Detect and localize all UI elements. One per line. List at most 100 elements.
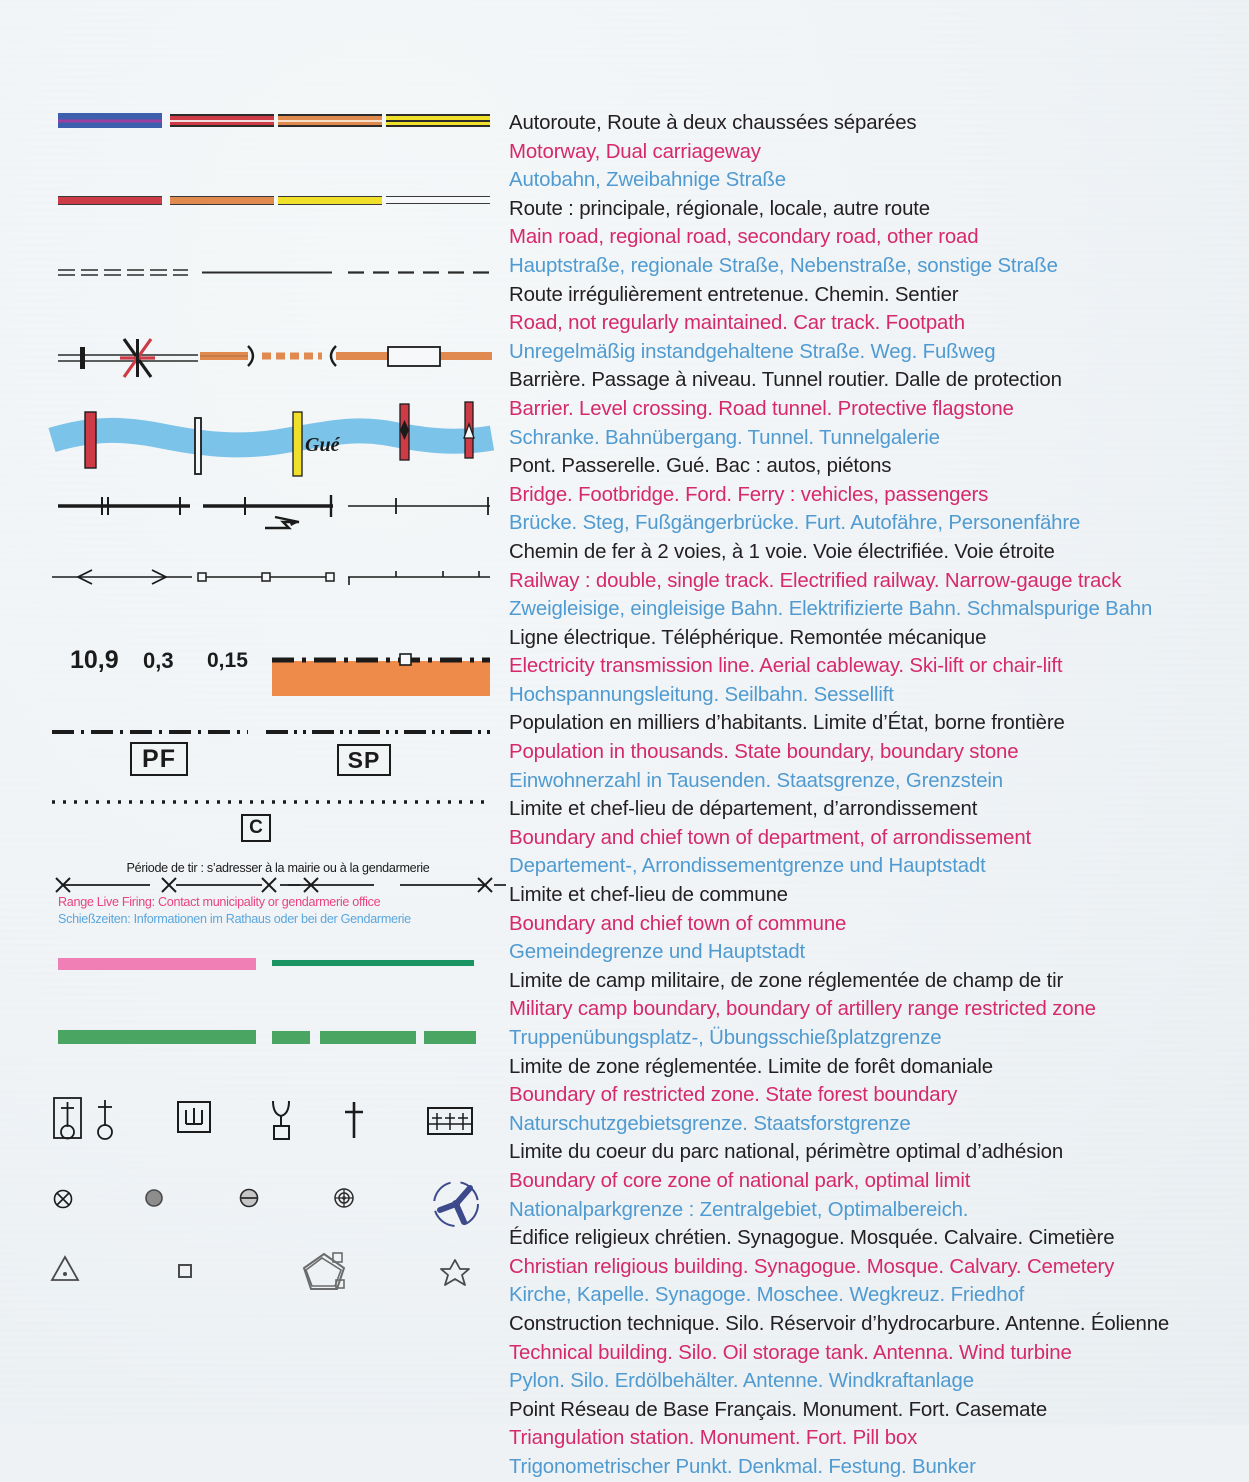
legend-text-department-boundary-fr: Limite et chef-lieu de département, d’ar… xyxy=(509,798,978,821)
legend-text-barrier-tunnel-fr: Barrière. Passage à niveau. Tunnel routi… xyxy=(509,369,1062,392)
legend-text-restricted-forest-boundary-de: Naturschutzgebietsgrenze. Staatsforstgre… xyxy=(509,1112,911,1135)
legend-text-department-boundary-en: Boundary and chief town of department, o… xyxy=(509,826,1032,849)
legend-text-railway-fr: Chemin de fer à 2 voies, à 1 voie. Voie … xyxy=(509,540,1055,563)
legend-text-motorway-en: Motorway, Dual carriageway xyxy=(509,140,761,163)
state-boundary-symbol xyxy=(272,653,490,696)
arrondissement-boundary-line xyxy=(266,730,490,734)
legend-text-commune-boundary-fr: Limite et chef-lieu de commune xyxy=(509,884,788,907)
legend-text-powerline-cableway-en: Electricity transmission line. Aerial ca… xyxy=(509,655,1063,678)
calvary-icon xyxy=(345,1102,363,1138)
narrow-gauge-railway-symbol xyxy=(348,497,490,515)
legend-text-railway-de: Zweigleisige, eingleisige Bahn. Elektrif… xyxy=(509,598,1153,621)
double-track-railway-symbol xyxy=(58,497,190,515)
legend-text-technical-buildings-de: Pylon. Silo. Erdölbehälter. Antenne. Win… xyxy=(509,1370,974,1393)
legend-text-military-boundary-fr: Limite de camp militaire, de zone réglem… xyxy=(509,969,1064,992)
legend-text-track-footpath-de: Unregelmäßig instandgehaltene Straße. We… xyxy=(509,340,996,363)
synagogue-icon xyxy=(177,1101,211,1133)
legend-text-military-boundary-de: Truppenübungsplatz-, Übungsschießplatzgr… xyxy=(509,1027,942,1049)
electricity-transmission-line-symbol xyxy=(52,569,192,585)
legend-text-population-state-boundary-fr: Population en milliers d’habitants. Limi… xyxy=(509,712,1065,735)
legend-text-religious-buildings-fr: Édifice religieux chrétien. Synagogue. M… xyxy=(509,1227,1115,1250)
chapel-icon xyxy=(97,1100,113,1140)
legend-text-track-footpath-fr: Route irrégulièrement entretenue. Chemin… xyxy=(509,283,959,306)
symbol-row-population-state-boundary: 10,9 0,3 0,15 xyxy=(0,640,505,698)
arrondissement-chief-town-box: SP xyxy=(337,744,391,776)
symbol-row-commune-boundary: C xyxy=(0,798,505,844)
regional-road-swatch xyxy=(170,196,274,205)
cemetery-icon xyxy=(427,1107,473,1135)
dual-carriageway-orange-swatch xyxy=(278,114,382,127)
legend-text-triangulation-monument-en: Triangulation station. Monument. Fort. P… xyxy=(509,1427,918,1450)
national-park-optimal-band-1 xyxy=(272,1031,310,1044)
commune-chief-town-box: C xyxy=(241,814,271,842)
legend-text-roads-en: Main road, regional road, secondary road… xyxy=(509,226,979,249)
legend-text-triangulation-monument-de: Trigonometrischer Punkt. Denkmal. Festun… xyxy=(509,1455,976,1478)
symbol-row-restricted-forest xyxy=(0,958,505,972)
legend-text-railway-en: Railway : double, single track. Electrif… xyxy=(509,569,1122,592)
wind-turbine-icon xyxy=(433,1181,479,1227)
legend-text-bridge-ferry-de: Brücke. Steg, Fußgängerbrücke. Furt. Aut… xyxy=(509,512,1081,535)
ski-lift-symbol xyxy=(348,571,490,585)
fort-icon xyxy=(302,1252,346,1290)
symbol-row-bridge-ferry: Gué xyxy=(0,390,505,480)
military-range-notice-de: Schießzeiten: Informationen im Rathaus o… xyxy=(58,912,411,926)
legend-text-department-boundary-de: Departement-, Arrondissementgrenze und H… xyxy=(509,855,986,878)
symbol-row-railway xyxy=(0,495,505,533)
symbol-row-barrier-tunnel xyxy=(0,335,505,378)
national-park-optimal-band-2 xyxy=(320,1031,416,1044)
car-track-symbol xyxy=(202,271,332,274)
ford-label: Gué xyxy=(305,434,340,456)
footpath-symbol xyxy=(348,271,490,274)
legend-text-powerline-cableway-de: Hochspannungsleitung. Seilbahn. Sesselli… xyxy=(509,683,894,706)
symbol-row-military-range: Période de tir : s’adresser à la mairie … xyxy=(55,861,506,926)
legend-text-national-park-boundary-en: Boundary of core zone of national park, … xyxy=(509,1169,971,1192)
symbol-row-technical xyxy=(0,1178,505,1232)
legend-text-religious-buildings-en: Christian religious building. Synagogue.… xyxy=(509,1255,1115,1278)
department-boundary-line xyxy=(52,730,248,734)
restricted-zone-band xyxy=(58,958,256,970)
population-value-medium: 0,3 xyxy=(143,648,174,673)
church-icon xyxy=(53,1097,82,1140)
state-forest-band xyxy=(272,960,474,966)
legend-text-roads-de: Hauptstraße, regionale Straße, Nebenstra… xyxy=(509,254,1058,277)
legend-text-commune-boundary-en: Boundary and chief town of commune xyxy=(509,912,847,935)
monument-icon xyxy=(178,1264,192,1278)
legend-text-roads-fr: Route : principale, régionale, locale, a… xyxy=(509,197,930,220)
road-tunnel-flagstone-symbol xyxy=(200,345,492,367)
other-road-swatch xyxy=(386,196,490,204)
legend-text-technical-buildings-en: Technical building. Silo. Oil storage ta… xyxy=(509,1341,1072,1364)
symbol-row-department-boundary: PF SP xyxy=(0,728,505,778)
legend-text-barrier-tunnel-de: Schranke. Bahnübergang. Tunnel. Tunnelga… xyxy=(509,426,940,449)
legend-text-motorway-de: Autobahn, Zweibahnige Straße xyxy=(509,169,786,192)
legend-text-restricted-forest-boundary-en: Boundary of restricted zone. State fores… xyxy=(509,1084,958,1107)
legend-text-motorway-fr: Autoroute, Route à deux chaussées séparé… xyxy=(509,112,917,134)
aerial-cableway-symbol xyxy=(197,572,335,582)
antenna-icon xyxy=(334,1188,354,1208)
pill-box-icon xyxy=(440,1259,470,1286)
commune-boundary-line xyxy=(52,800,490,804)
national-park-optimal-band-3 xyxy=(424,1031,476,1044)
military-range-boundary-line xyxy=(55,877,506,893)
legend-text-bridge-ferry-fr: Pont. Passerelle. Gué. Bac : autos, piét… xyxy=(509,455,892,478)
legend-text-technical-buildings-fr: Construction technique. Silo. Réservoir … xyxy=(509,1312,1170,1335)
legend-text-military-boundary-en: Military camp boundary, boundary of arti… xyxy=(509,998,1096,1021)
secondary-road-swatch xyxy=(278,196,382,205)
mosque-icon xyxy=(272,1100,290,1140)
scan-grain-overlay xyxy=(0,0,1249,1425)
legend-text-national-park-boundary-fr: Limite du coeur du parc national, périmè… xyxy=(509,1141,1064,1164)
symbol-row-motorway xyxy=(0,113,505,129)
population-value-small: 0,15 xyxy=(207,649,248,672)
symbol-row-track-footpath xyxy=(0,268,505,280)
legend-text-powerline-cableway-fr: Ligne électrique. Téléphérique. Remontée… xyxy=(509,626,987,649)
legend-text-bridge-ferry-en: Bridge. Footbridge. Ford. Ferry : vehicl… xyxy=(509,483,989,506)
oil-storage-tank-icon xyxy=(239,1188,259,1208)
unmaintained-road-symbol xyxy=(58,269,188,276)
legend-text-population-state-boundary-en: Population in thousands. State boundary,… xyxy=(509,741,1019,764)
legend-text-track-footpath-en: Road, not regularly maintained. Car trac… xyxy=(509,312,965,335)
legend-text-column: Autoroute, Route à deux chaussées séparé… xyxy=(509,109,1244,1482)
legend-text-population-state-boundary-de: Einwohnerzahl in Tausenden. Staatsgrenze… xyxy=(509,769,1003,792)
symbol-row-triangulation xyxy=(0,1248,505,1294)
symbol-column: Gué xyxy=(0,0,506,1425)
dual-carriageway-yellow-swatch xyxy=(386,114,490,127)
military-range-notice-en: Range Live Firing: Contact municipality … xyxy=(58,895,381,909)
